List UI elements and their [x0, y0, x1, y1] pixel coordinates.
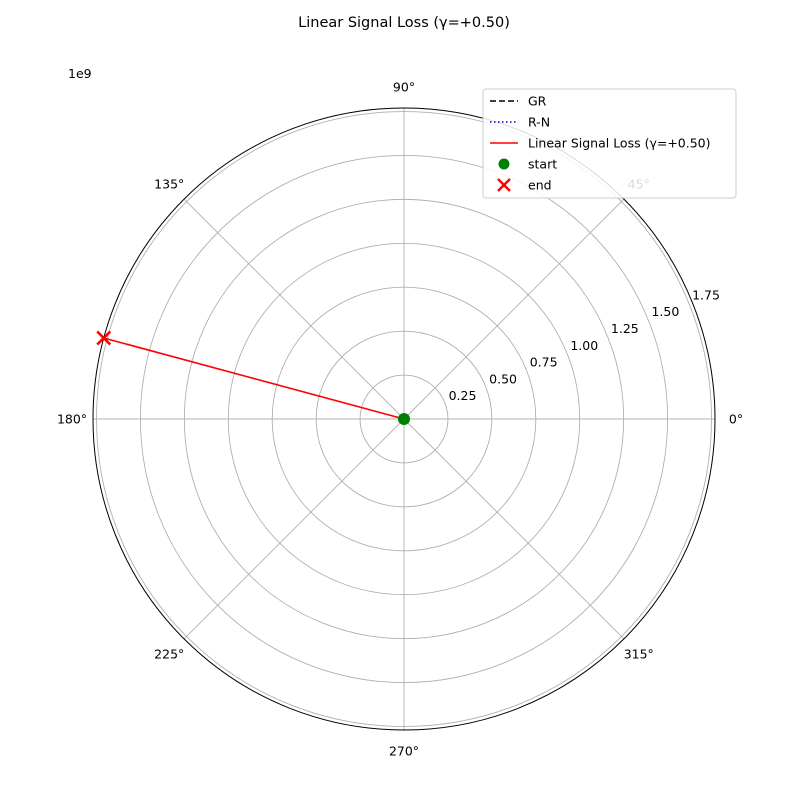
start-marker — [398, 413, 410, 425]
series-line — [103, 337, 405, 420]
radial-tick-label: 0.75 — [530, 355, 558, 370]
legend-swatch — [498, 158, 510, 170]
end-marker — [96, 330, 112, 346]
angular-gridline-315 — [403, 418, 625, 640]
legend-item: Linear Signal Loss (γ=+0.50) — [490, 136, 711, 151]
legend-label: Linear Signal Loss (γ=+0.50) — [528, 136, 711, 151]
angular-gridline-135 — [183, 198, 405, 420]
legend-box — [482, 88, 737, 199]
angle-tick-label: 0° — [729, 412, 743, 427]
angle-tick-label: 315° — [624, 646, 654, 661]
legend-label: start — [528, 157, 557, 172]
radial-tick-label: 1.25 — [611, 321, 639, 336]
angular-gridline-225 — [183, 418, 405, 640]
angle-tick-label: 225° — [154, 646, 184, 661]
legend-label: end — [528, 178, 552, 193]
legend-item: end — [497, 178, 552, 193]
legend-item: R-N — [490, 115, 550, 130]
chart-title: Linear Signal Loss (γ=+0.50) — [298, 15, 510, 31]
legend-item: GR — [490, 94, 547, 109]
angular-gridline-45 — [403, 198, 625, 420]
polar-grid — [93, 108, 715, 730]
legend-item: start — [498, 157, 557, 172]
radial-tick-label: 1.00 — [570, 338, 598, 353]
series-layer — [103, 337, 405, 420]
angle-tick-label: 270° — [389, 744, 419, 759]
legend-label: R-N — [528, 115, 550, 130]
legend-label: GR — [528, 94, 547, 109]
legend: GR R-N Linear Signal Loss (γ=+0.50) start en… — [482, 88, 737, 199]
radial-tick-label: 0.50 — [489, 371, 517, 386]
radial-multiplier-label: 1e9 — [68, 66, 92, 81]
polar-frame — [92, 107, 716, 731]
radial-tick-label: 1.50 — [651, 304, 679, 319]
angle-tick-label: 135° — [154, 177, 184, 192]
radial-tick-labels: 0.25 0.50 0.75 1.00 1.25 1.50 1.75 — [449, 287, 720, 403]
marker-layer — [96, 330, 410, 425]
angle-tick-label: 90° — [393, 80, 415, 95]
angle-tick-label: 180° — [57, 412, 87, 427]
radial-tick-label: 1.75 — [692, 287, 720, 302]
radial-tick-label: 0.25 — [449, 388, 477, 403]
